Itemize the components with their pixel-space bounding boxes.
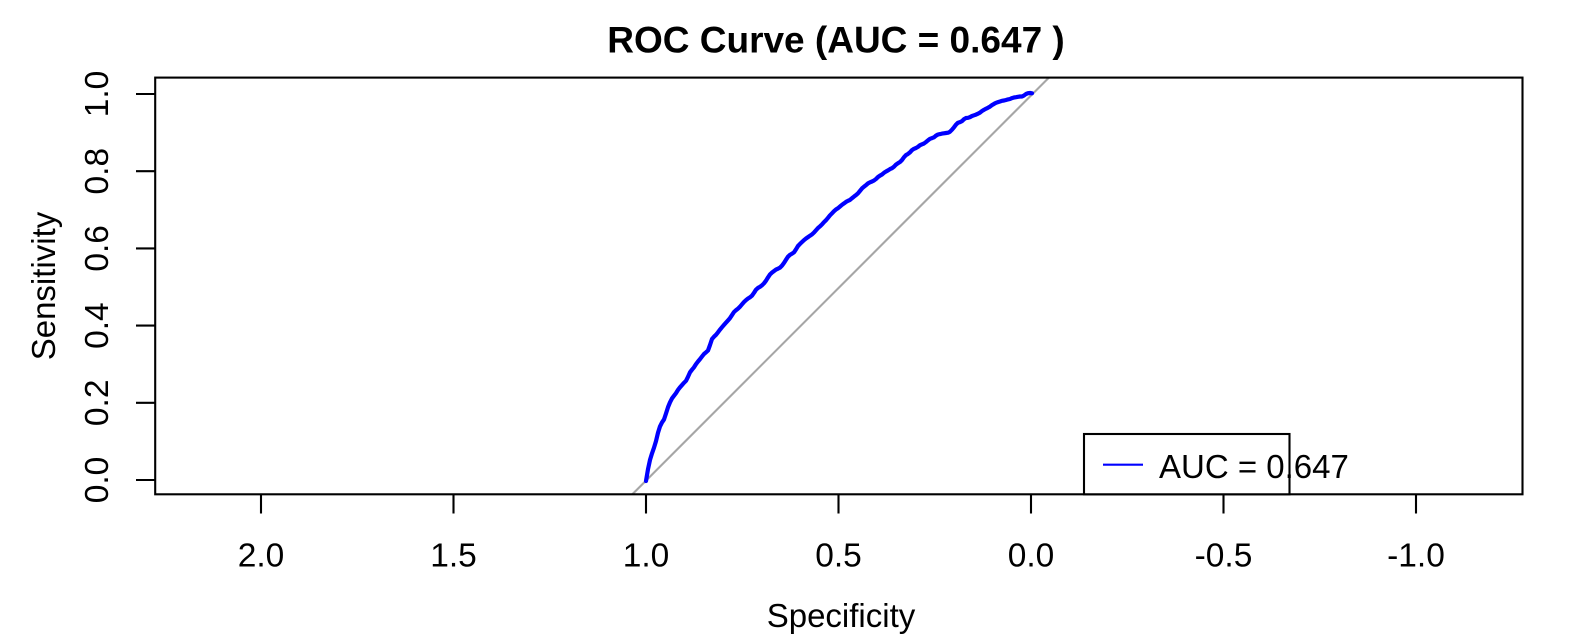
svg-text:1.0: 1.0 <box>79 71 116 118</box>
svg-text:0.0: 0.0 <box>79 457 116 504</box>
svg-text:2.0: 2.0 <box>238 538 285 575</box>
svg-text:0.0: 0.0 <box>1008 538 1055 575</box>
svg-text:Specificity: Specificity <box>767 597 916 634</box>
svg-text:0.2: 0.2 <box>79 380 116 427</box>
svg-text:0.6: 0.6 <box>79 225 116 272</box>
svg-text:0.4: 0.4 <box>79 302 116 349</box>
svg-text:ROC Curve (AUC = 0.647 ): ROC Curve (AUC = 0.647 ) <box>607 20 1065 61</box>
svg-text:0.5: 0.5 <box>815 538 862 575</box>
svg-text:AUC = 0.647: AUC = 0.647 <box>1159 448 1349 485</box>
svg-text:1.0: 1.0 <box>623 538 670 575</box>
svg-text:Sensitivity: Sensitivity <box>25 211 62 360</box>
svg-text:-0.5: -0.5 <box>1195 538 1253 575</box>
svg-text:0.8: 0.8 <box>79 148 116 195</box>
svg-text:1.5: 1.5 <box>430 538 477 575</box>
svg-text:-1.0: -1.0 <box>1387 538 1445 575</box>
